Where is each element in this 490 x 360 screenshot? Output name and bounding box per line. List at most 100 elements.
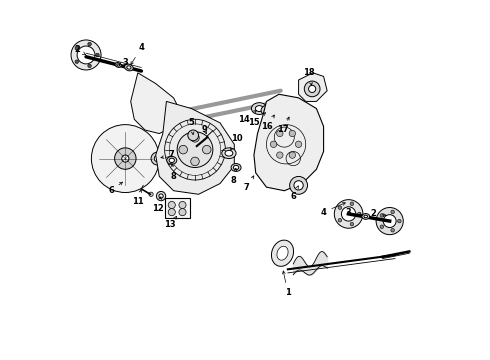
Bar <box>165 198 190 217</box>
Circle shape <box>270 141 277 148</box>
Circle shape <box>277 130 283 137</box>
Circle shape <box>391 229 394 232</box>
Text: 3: 3 <box>346 208 362 217</box>
Circle shape <box>191 134 199 142</box>
Circle shape <box>202 145 211 154</box>
Ellipse shape <box>222 148 236 158</box>
Text: 18: 18 <box>303 68 315 85</box>
Ellipse shape <box>273 110 280 114</box>
Ellipse shape <box>169 158 174 162</box>
Circle shape <box>358 212 361 216</box>
Circle shape <box>350 222 354 226</box>
Polygon shape <box>131 73 181 134</box>
Polygon shape <box>254 94 323 191</box>
Text: 8: 8 <box>231 168 237 185</box>
Circle shape <box>179 208 186 216</box>
Circle shape <box>154 156 161 162</box>
Circle shape <box>177 132 213 167</box>
Circle shape <box>75 60 78 63</box>
Circle shape <box>88 42 91 46</box>
Text: 4: 4 <box>131 43 145 64</box>
Circle shape <box>376 207 403 235</box>
Text: 9: 9 <box>202 126 208 135</box>
Circle shape <box>304 81 320 97</box>
Ellipse shape <box>255 105 263 112</box>
Circle shape <box>380 213 384 217</box>
Ellipse shape <box>124 64 133 71</box>
Circle shape <box>168 202 175 208</box>
Ellipse shape <box>362 213 369 219</box>
Circle shape <box>179 145 188 154</box>
Text: 7: 7 <box>244 176 254 192</box>
Circle shape <box>295 141 302 148</box>
Circle shape <box>156 192 166 201</box>
Text: 16: 16 <box>261 115 274 131</box>
Circle shape <box>191 157 199 166</box>
Ellipse shape <box>261 105 275 116</box>
Circle shape <box>380 225 384 229</box>
Circle shape <box>282 105 300 123</box>
Circle shape <box>88 64 91 68</box>
Circle shape <box>338 206 342 210</box>
Circle shape <box>96 53 99 57</box>
Ellipse shape <box>277 246 288 260</box>
Ellipse shape <box>115 63 122 67</box>
Ellipse shape <box>270 107 283 117</box>
Text: 1: 1 <box>282 271 291 297</box>
Ellipse shape <box>271 240 294 266</box>
Circle shape <box>115 148 136 169</box>
Text: 12: 12 <box>151 197 163 213</box>
Circle shape <box>286 109 295 118</box>
Circle shape <box>151 152 164 165</box>
Circle shape <box>71 40 101 70</box>
Ellipse shape <box>233 165 239 170</box>
Ellipse shape <box>225 150 233 156</box>
Polygon shape <box>156 102 234 194</box>
Circle shape <box>338 219 342 222</box>
Ellipse shape <box>127 66 131 69</box>
Circle shape <box>289 130 295 137</box>
Ellipse shape <box>251 103 267 114</box>
Circle shape <box>342 207 356 221</box>
Circle shape <box>391 210 394 214</box>
Text: 2: 2 <box>74 45 85 55</box>
Circle shape <box>294 181 303 190</box>
Circle shape <box>168 208 175 216</box>
Circle shape <box>397 219 401 223</box>
Circle shape <box>122 155 129 162</box>
Circle shape <box>149 192 153 197</box>
Circle shape <box>309 85 316 93</box>
Ellipse shape <box>364 215 368 218</box>
Circle shape <box>77 46 95 64</box>
Text: 17: 17 <box>277 117 289 135</box>
Circle shape <box>75 46 78 50</box>
Circle shape <box>350 202 354 206</box>
Ellipse shape <box>167 157 177 164</box>
Polygon shape <box>298 73 327 102</box>
Text: 11: 11 <box>132 190 144 206</box>
Circle shape <box>289 152 295 158</box>
Ellipse shape <box>265 108 272 113</box>
Circle shape <box>188 130 198 141</box>
Text: 2: 2 <box>370 210 386 219</box>
Circle shape <box>334 200 363 228</box>
Circle shape <box>179 202 186 208</box>
Text: 13: 13 <box>164 216 176 229</box>
Text: 8: 8 <box>171 164 176 181</box>
Circle shape <box>383 215 396 228</box>
Circle shape <box>92 125 159 193</box>
Text: 15: 15 <box>248 113 266 127</box>
Circle shape <box>159 194 163 198</box>
Text: 7: 7 <box>161 150 174 159</box>
Circle shape <box>277 152 283 158</box>
Text: 3: 3 <box>119 58 128 67</box>
Text: 10: 10 <box>231 134 243 150</box>
Text: 5: 5 <box>189 118 195 135</box>
Ellipse shape <box>117 64 120 66</box>
Ellipse shape <box>231 163 241 171</box>
Text: 6: 6 <box>290 186 298 201</box>
Text: 6: 6 <box>108 182 122 195</box>
Text: 14: 14 <box>238 111 256 124</box>
Text: 4: 4 <box>320 203 345 217</box>
Circle shape <box>290 176 308 194</box>
